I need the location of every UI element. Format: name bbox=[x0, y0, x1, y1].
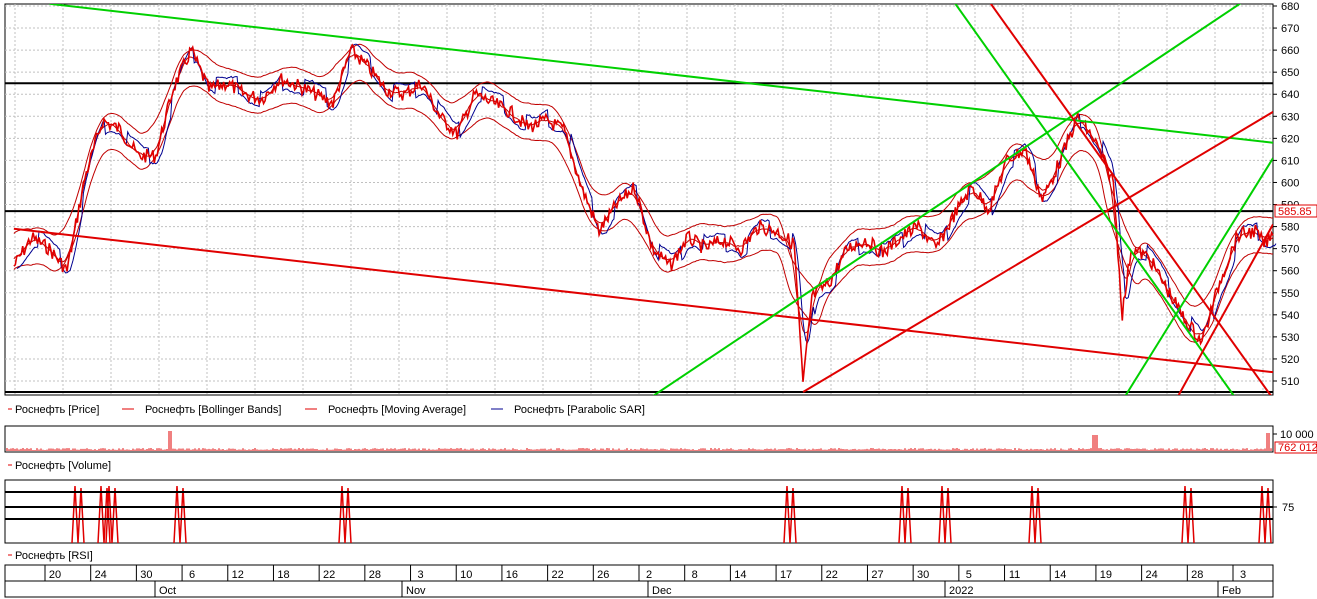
y-tick-label: 650 bbox=[1281, 67, 1299, 79]
price-grid bbox=[5, 4, 1273, 395]
day-tick-label: 2 bbox=[646, 569, 652, 581]
day-tick-label: 22 bbox=[551, 569, 563, 581]
day-tick-label: 19 bbox=[1100, 569, 1112, 581]
y-tick-label: 550 bbox=[1281, 288, 1299, 300]
volume-y-tick: 10 000 bbox=[1280, 429, 1314, 441]
price-legend: Роснефть [Price] Роснефть [Bollinger Ban… bbox=[8, 404, 645, 416]
y-tick-label: 530 bbox=[1281, 332, 1299, 344]
y-tick-label: 520 bbox=[1281, 354, 1299, 366]
day-tick-label: 30 bbox=[140, 569, 152, 581]
rsi-y-tick: 75 bbox=[1282, 502, 1294, 514]
day-tick-label: 5 bbox=[966, 569, 972, 581]
day-tick-label: 3 bbox=[1240, 569, 1246, 581]
month-label: 2022 bbox=[949, 585, 973, 597]
y-tick-label: 660 bbox=[1281, 45, 1299, 57]
day-tick-label: 27 bbox=[871, 569, 883, 581]
current-price-box bbox=[1274, 204, 1317, 218]
y-tick-label: 680 bbox=[1281, 1, 1299, 13]
trend-line-7 bbox=[1124, 157, 1273, 395]
day-tick-label: 14 bbox=[734, 569, 746, 581]
day-tick-label: 24 bbox=[1145, 569, 1157, 581]
y-tick-label: 620 bbox=[1281, 133, 1299, 145]
y-tick-label: 670 bbox=[1281, 23, 1299, 35]
day-tick-label: 10 bbox=[460, 569, 472, 581]
y-tick-label: 570 bbox=[1281, 244, 1299, 256]
y-tick-label: 540 bbox=[1281, 310, 1299, 322]
legend-parabolic-sar: Роснефть [Parabolic SAR] bbox=[514, 404, 645, 416]
trend-line-2 bbox=[49, 4, 1273, 144]
day-tick-label: 17 bbox=[780, 569, 792, 581]
y-tick-label: 640 bbox=[1281, 89, 1299, 101]
trend-line-5 bbox=[954, 4, 1235, 395]
legend-rsi: Роснефть [RSI] bbox=[15, 550, 93, 562]
y-tick-label: 560 bbox=[1281, 266, 1299, 278]
day-tick-label: 26 bbox=[597, 569, 609, 581]
price-y-axis: 5105205305405505605705805906006106206306… bbox=[1273, 1, 1299, 388]
date-axis-days: 20 24 30 6 12 18 22 28 3 10 16 22 26 2 8 14 17 22 27 30 5 11 1… bbox=[44, 565, 1246, 581]
day-tick-label: 28 bbox=[369, 569, 381, 581]
volume-bars bbox=[6, 431, 1272, 451]
price-line bbox=[13, 43, 1274, 382]
current-price-label: 585.85 bbox=[1278, 206, 1312, 218]
month-label: Nov bbox=[406, 585, 426, 597]
month-label: Dec bbox=[652, 585, 672, 597]
day-tick-label: 8 bbox=[692, 569, 698, 581]
price-series bbox=[13, 43, 1274, 382]
legend-volume: Роснефть [Volume] bbox=[15, 460, 111, 472]
day-tick-label: 22 bbox=[826, 569, 838, 581]
trend-lines bbox=[13, 4, 1273, 395]
day-tick-label: 24 bbox=[95, 569, 107, 581]
date-axis-months: Oct Nov Dec 2022 Feb bbox=[154, 581, 1241, 597]
bollinger-lower-band bbox=[13, 79, 1273, 343]
volume-current-label: 762 012 bbox=[1278, 442, 1317, 454]
day-tick-label: 11 bbox=[1009, 569, 1020, 581]
day-tick-label: 16 bbox=[506, 569, 518, 581]
month-label: Feb bbox=[1222, 585, 1241, 597]
day-tick-label: 28 bbox=[1191, 569, 1203, 581]
rsi-panel[interactable] bbox=[4, 479, 1274, 544]
day-tick-label: 6 bbox=[189, 569, 195, 581]
day-tick-label: 30 bbox=[917, 569, 929, 581]
month-label: Oct bbox=[159, 585, 176, 597]
trend-line-8 bbox=[1177, 223, 1273, 395]
day-tick-label: 3 bbox=[417, 569, 423, 581]
trend-line-6 bbox=[989, 4, 1272, 395]
y-tick-label: 610 bbox=[1281, 155, 1299, 167]
y-tick-label: 600 bbox=[1281, 177, 1299, 189]
y-tick-label: 510 bbox=[1281, 376, 1299, 388]
y-tick-label: 630 bbox=[1281, 111, 1299, 123]
legend-price: Роснефть [Price] bbox=[15, 404, 99, 416]
volume-panel[interactable] bbox=[4, 425, 1274, 453]
day-tick-label: 12 bbox=[232, 569, 244, 581]
legend-moving-average: Роснефть [Moving Average] bbox=[328, 404, 466, 416]
day-tick-label: 22 bbox=[323, 569, 335, 581]
y-tick-label: 580 bbox=[1281, 222, 1299, 234]
day-tick-label: 14 bbox=[1054, 569, 1066, 581]
trend-line-3 bbox=[652, 4, 1242, 395]
legend-bollinger: Роснефть [Bollinger Bands] bbox=[145, 404, 281, 416]
trend-line-4 bbox=[802, 111, 1273, 393]
trend-line-1 bbox=[13, 227, 1273, 374]
day-tick-label: 20 bbox=[49, 569, 61, 581]
volume-current-box bbox=[1274, 441, 1317, 454]
bollinger-upper-band bbox=[13, 43, 1273, 307]
day-tick-label: 18 bbox=[277, 569, 289, 581]
